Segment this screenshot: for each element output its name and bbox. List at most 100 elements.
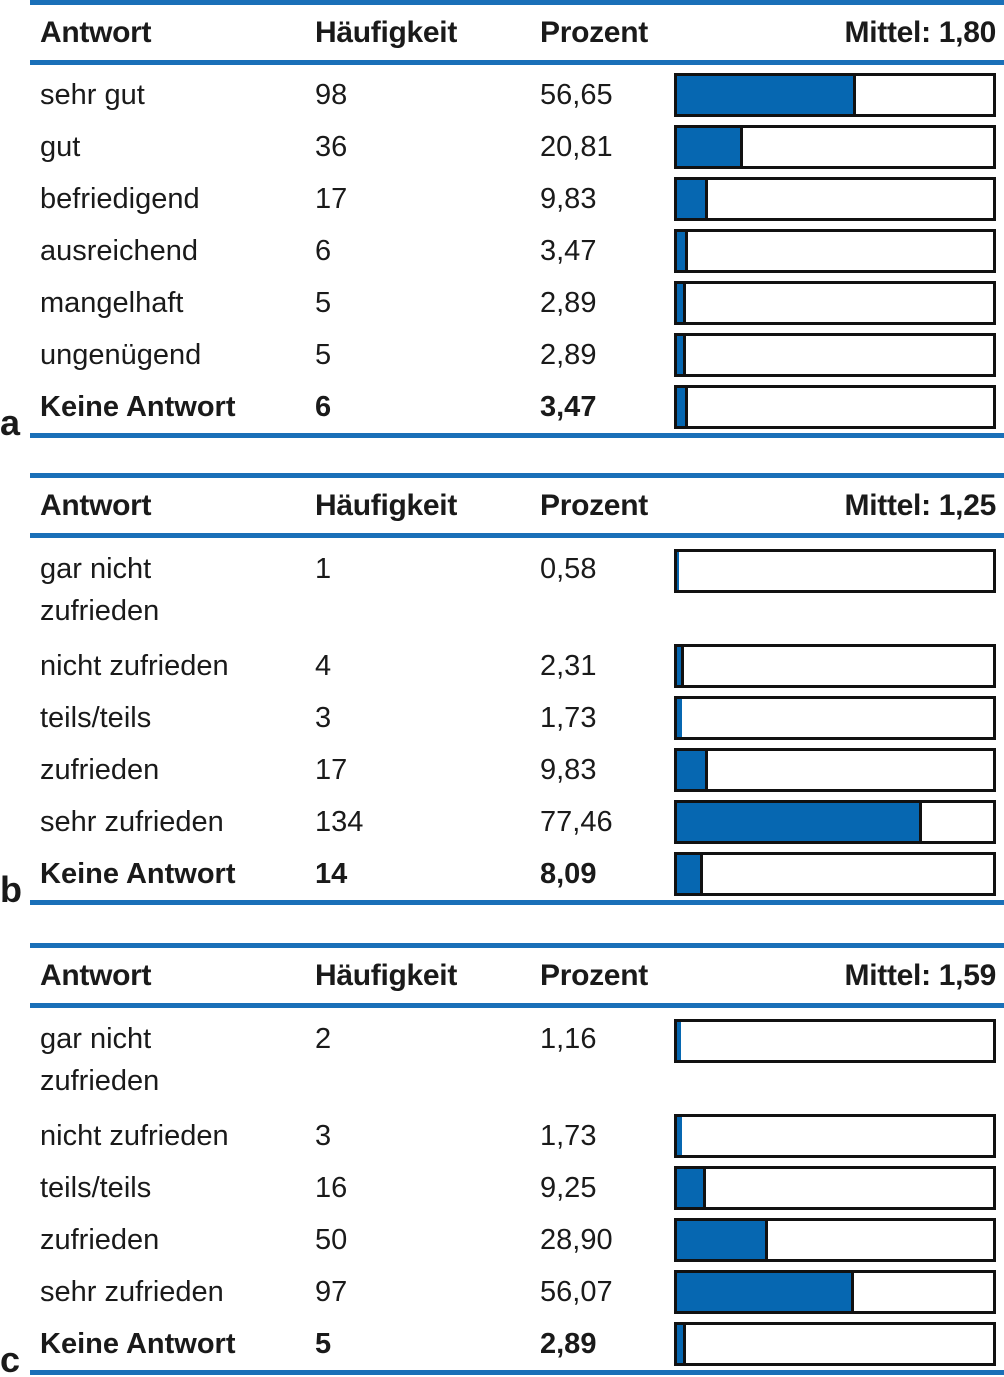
table-header: Antwort Häufigkeit Prozent Mittel: 1,80 bbox=[0, 5, 1004, 60]
bar-fill bbox=[677, 855, 703, 893]
table-row: nicht zufrieden 3 1,73 bbox=[40, 1110, 996, 1162]
percent-value: 2,89 bbox=[540, 338, 597, 371]
table-a: Antwort Häufigkeit Prozent Mittel: 1,80 … bbox=[0, 0, 1004, 443]
top-rule bbox=[30, 0, 1004, 5]
percent-value: 1,73 bbox=[540, 1119, 597, 1152]
answer-label: sehr zufrieden bbox=[40, 1275, 224, 1308]
bar-fill bbox=[677, 1169, 707, 1207]
header-frequency: Häufigkeit bbox=[315, 488, 458, 522]
header-mean: Mittel: 1,80 bbox=[844, 15, 997, 49]
panel-letter-b: b bbox=[0, 869, 22, 910]
percent-value: 56,65 bbox=[540, 78, 613, 111]
bar-fill bbox=[677, 699, 683, 737]
percent-value: 9,83 bbox=[540, 182, 597, 215]
percent-value: 56,07 bbox=[540, 1275, 613, 1308]
percent-value: 3,47 bbox=[540, 390, 597, 423]
bar-fill bbox=[677, 284, 687, 322]
frequency-bar bbox=[674, 177, 996, 221]
table-rows: gar nicht zufrieden 1 0,58 nicht zufrieden 4… bbox=[0, 538, 1004, 900]
frequency-value: 14 bbox=[315, 857, 348, 890]
frequency-value: 3 bbox=[315, 701, 332, 734]
answer-label: zufrieden bbox=[40, 753, 160, 786]
bar-fill bbox=[677, 388, 688, 426]
bar-fill bbox=[677, 1273, 855, 1311]
frequency-bar bbox=[674, 549, 996, 593]
bottom-rule bbox=[30, 1370, 1004, 1375]
frequency-bar bbox=[674, 748, 996, 792]
bar-fill bbox=[677, 1221, 769, 1259]
frequency-value: 17 bbox=[315, 753, 348, 786]
answer-label: zufrieden bbox=[40, 1223, 160, 1256]
panel-letter-a: a bbox=[0, 402, 21, 443]
bar-fill bbox=[677, 180, 709, 218]
table-b: Antwort Häufigkeit Prozent Mittel: 1,25 … bbox=[0, 473, 1004, 910]
answer-label: befriedigend bbox=[40, 182, 200, 215]
table-row: sehr zufrieden 134 77,46 bbox=[40, 796, 996, 848]
answer-label: Keine Antwort bbox=[40, 390, 236, 423]
answer-label: nicht zufrieden bbox=[40, 1119, 229, 1152]
header-mean: Mittel: 1,25 bbox=[844, 488, 997, 522]
frequency-value: 5 bbox=[315, 1327, 332, 1360]
header-rule bbox=[30, 533, 1004, 538]
header-answer: Antwort bbox=[40, 15, 152, 49]
percent-value: 77,46 bbox=[540, 805, 613, 838]
frequency-value: 6 bbox=[315, 390, 332, 423]
frequency-value: 5 bbox=[315, 286, 332, 319]
frequency-value: 3 bbox=[315, 1119, 332, 1152]
table-row: sehr gut 98 56,65 bbox=[40, 69, 996, 121]
table-header: Antwort Häufigkeit Prozent Mittel: 1,25 bbox=[0, 478, 1004, 533]
table-row: Keine Antwort 14 8,09 bbox=[40, 848, 996, 900]
answer-label: gar nicht zufrieden bbox=[40, 1023, 160, 1097]
frequency-value: 98 bbox=[315, 78, 348, 111]
top-rule bbox=[30, 473, 1004, 478]
frequency-value: 97 bbox=[315, 1275, 348, 1308]
table-header: Antwort Häufigkeit Prozent Mittel: 1,59 bbox=[0, 948, 1004, 1003]
bar-fill bbox=[677, 76, 856, 114]
frequency-value: 1 bbox=[315, 553, 332, 585]
table-row: mangelhaft 5 2,89 bbox=[40, 277, 996, 329]
frequency-value: 6 bbox=[315, 234, 332, 267]
percent-value: 1,73 bbox=[540, 701, 597, 734]
percent-value: 9,83 bbox=[540, 753, 597, 786]
percent-value: 9,25 bbox=[540, 1171, 597, 1204]
frequency-bar bbox=[674, 385, 996, 429]
frequency-value: 16 bbox=[315, 1171, 348, 1204]
bottom-rule bbox=[30, 433, 1004, 438]
frequency-bar bbox=[674, 333, 996, 377]
percent-value: 1,16 bbox=[540, 1023, 597, 1055]
bar-fill bbox=[677, 751, 709, 789]
header-mean: Mittel: 1,59 bbox=[844, 958, 997, 992]
answer-label: sehr gut bbox=[40, 78, 145, 111]
table-row: Keine Antwort 5 2,89 bbox=[40, 1318, 996, 1370]
bar-fill bbox=[677, 128, 743, 166]
answer-label: Keine Antwort bbox=[40, 857, 236, 890]
table-row: ausreichend 6 3,47 bbox=[40, 225, 996, 277]
table-row: gut 36 20,81 bbox=[40, 121, 996, 173]
header-percent: Prozent bbox=[540, 958, 648, 992]
frequency-bar bbox=[674, 1114, 996, 1158]
frequency-value: 17 bbox=[315, 182, 348, 215]
frequency-value: 4 bbox=[315, 649, 332, 682]
header-rule bbox=[30, 1003, 1004, 1008]
bottom-rule bbox=[30, 900, 1004, 905]
percent-value: 2,89 bbox=[540, 286, 597, 319]
answer-label: nicht zufrieden bbox=[40, 649, 229, 682]
frequency-bar bbox=[674, 1270, 996, 1314]
percent-value: 0,58 bbox=[540, 553, 597, 585]
frequency-bar bbox=[674, 125, 996, 169]
table-row: sehr zufrieden 97 56,07 bbox=[40, 1266, 996, 1318]
bar-fill bbox=[677, 232, 688, 270]
frequency-bar bbox=[674, 229, 996, 273]
table-row: teils/teils 16 9,25 bbox=[40, 1162, 996, 1214]
frequency-bar bbox=[674, 281, 996, 325]
table-c: Antwort Häufigkeit Prozent Mittel: 1,59 … bbox=[0, 943, 1004, 1377]
bar-fill bbox=[677, 803, 922, 841]
frequency-bar bbox=[674, 800, 996, 844]
frequency-bar bbox=[674, 1218, 996, 1262]
answer-label: teils/teils bbox=[40, 701, 152, 734]
header-percent: Prozent bbox=[540, 488, 648, 522]
frequency-value: 2 bbox=[315, 1023, 332, 1055]
table-row: zufrieden 17 9,83 bbox=[40, 744, 996, 796]
table-row: ungenügend 5 2,89 bbox=[40, 329, 996, 381]
bar-fill bbox=[677, 552, 679, 590]
